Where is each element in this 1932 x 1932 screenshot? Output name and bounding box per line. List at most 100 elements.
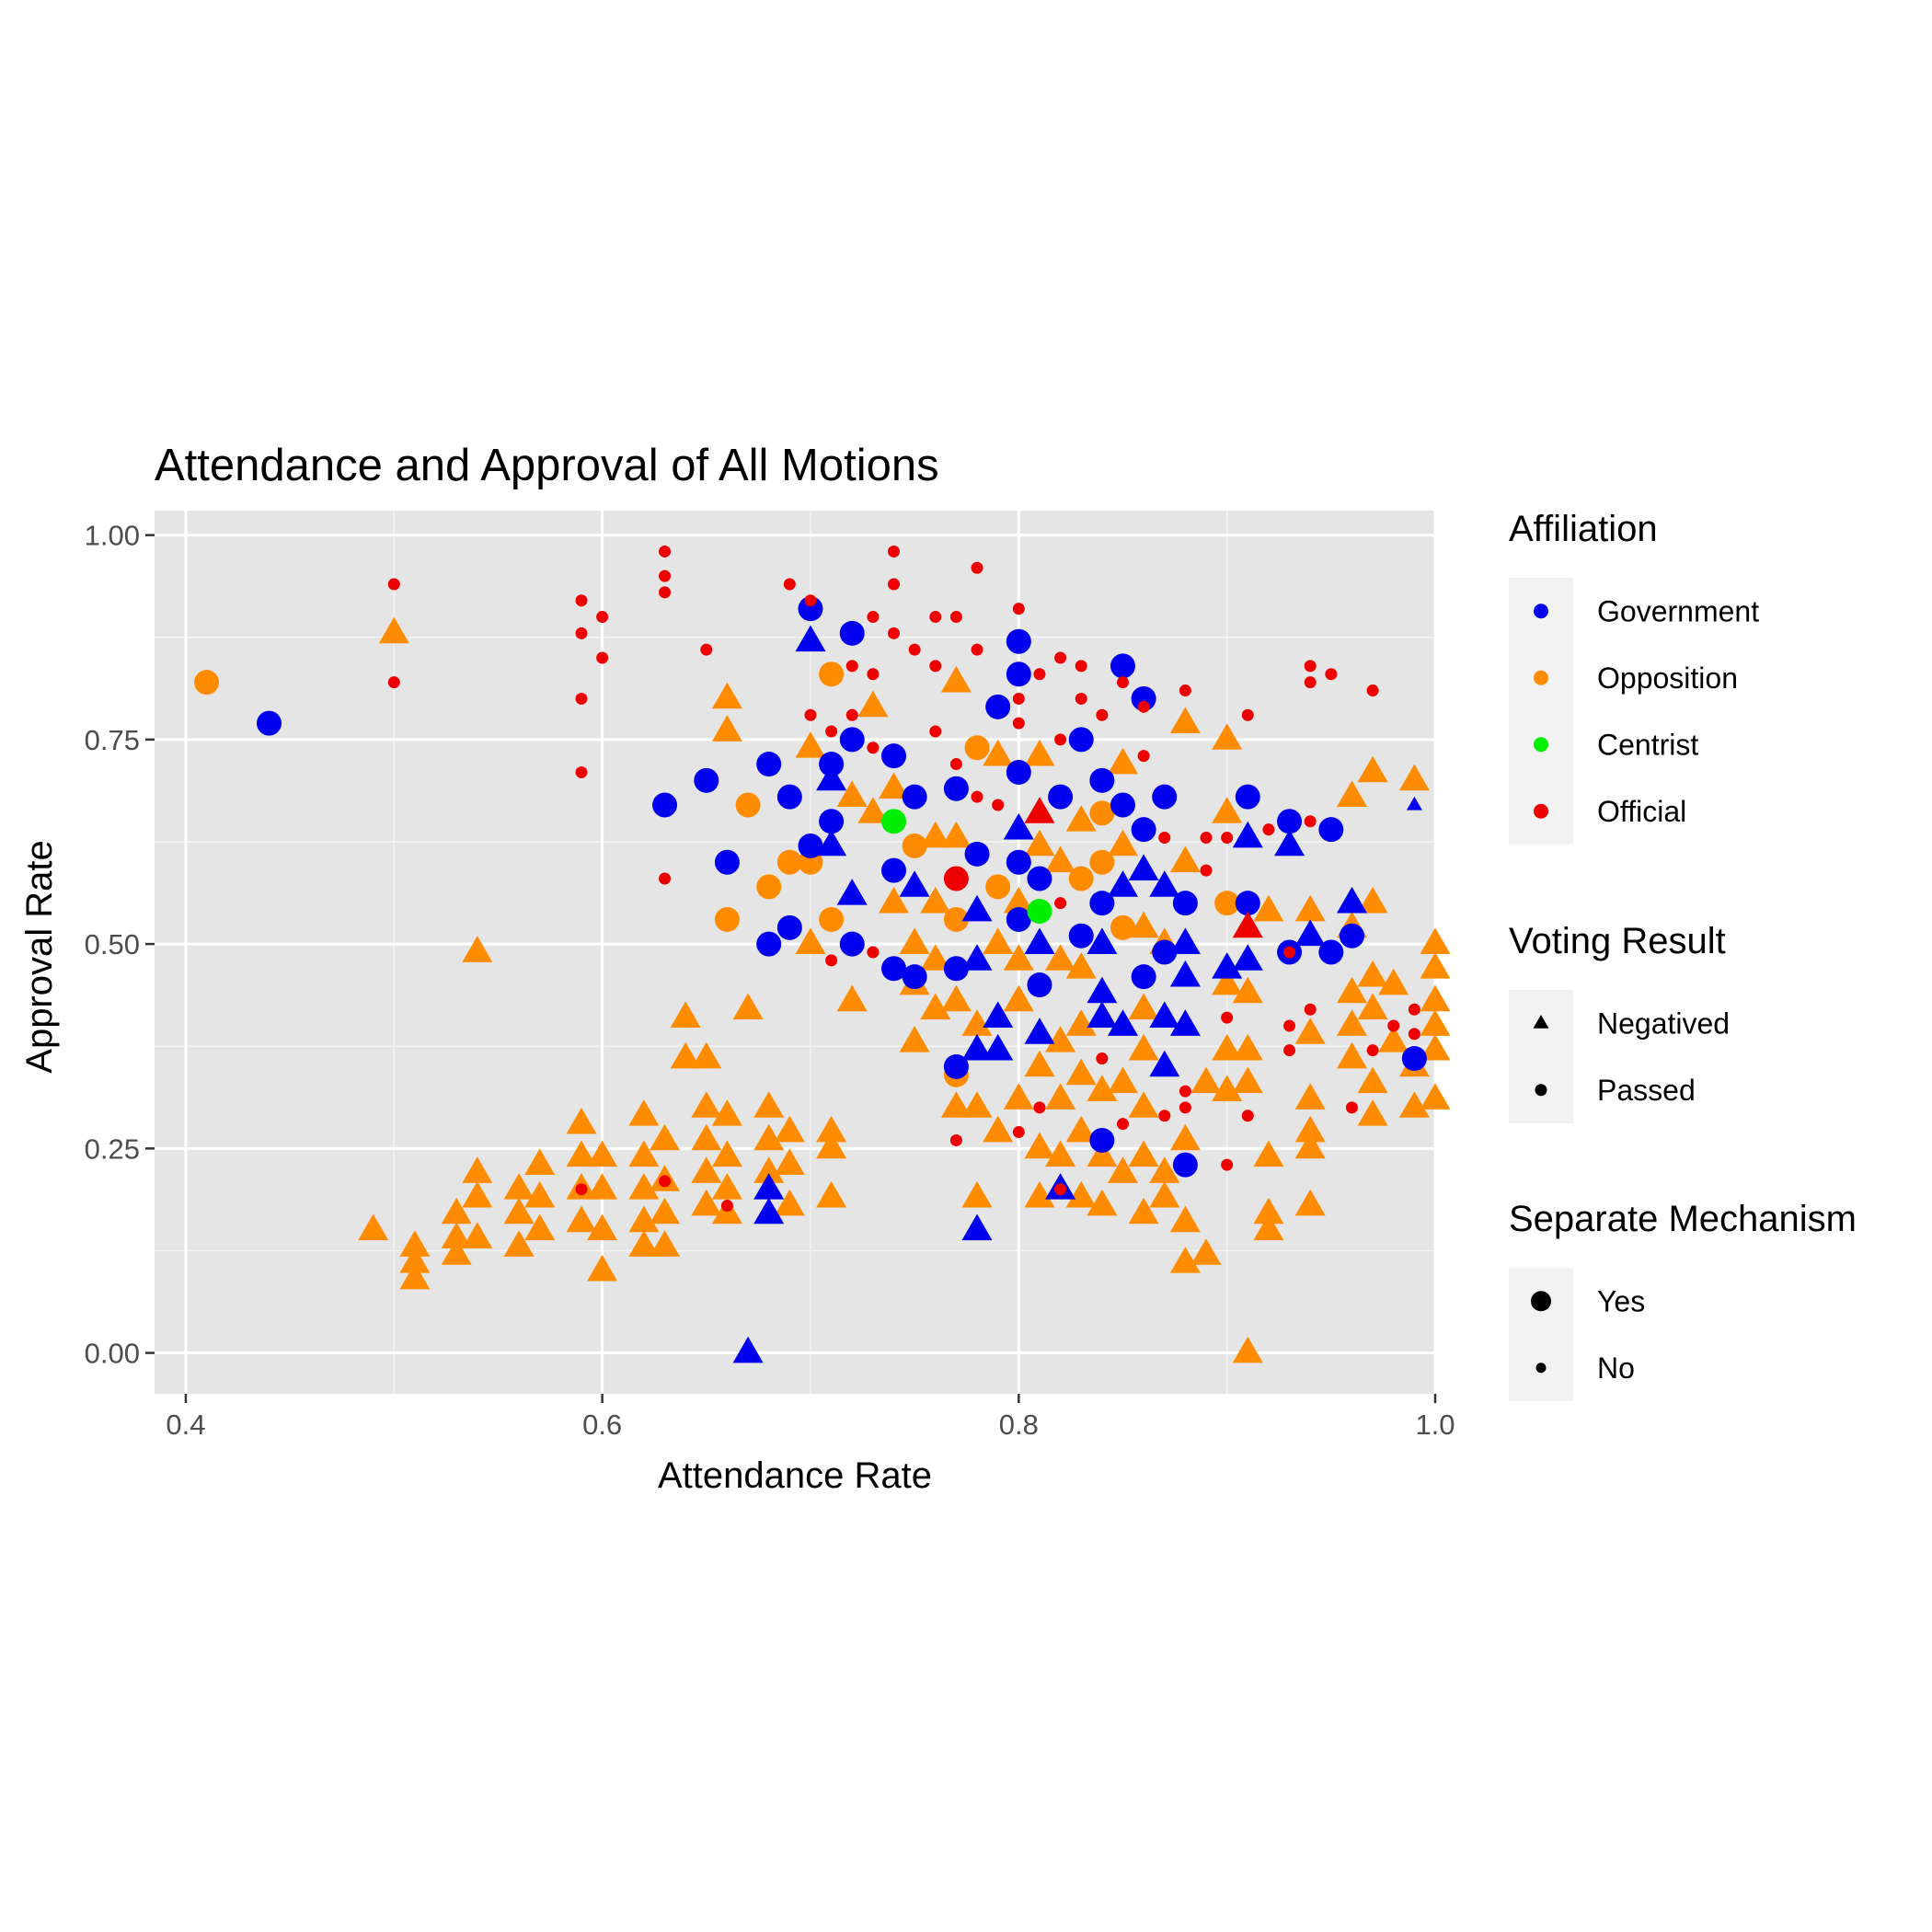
data-point <box>943 956 969 982</box>
data-point <box>1087 1001 1118 1028</box>
data-point <box>711 715 742 742</box>
data-point <box>441 1197 472 1225</box>
data-point <box>1214 891 1240 916</box>
data-point <box>1131 685 1156 711</box>
data-point <box>659 586 672 599</box>
data-point <box>1012 692 1025 705</box>
data-point <box>920 993 951 1020</box>
data-point <box>867 946 880 959</box>
data-point <box>961 1033 993 1061</box>
data-point <box>1024 829 1055 857</box>
chart-title: Attendance and Approval of All Motions <box>155 441 939 490</box>
data-point <box>756 874 782 900</box>
data-point <box>1212 1033 1243 1061</box>
data-point <box>652 792 678 818</box>
data-point <box>1003 1083 1034 1110</box>
data-point <box>1169 1205 1201 1233</box>
data-point <box>1274 829 1305 857</box>
data-point <box>1128 854 1159 880</box>
data-point <box>1337 780 1367 807</box>
data-point <box>1304 815 1317 828</box>
data-point <box>867 611 880 624</box>
data-point <box>1024 1018 1055 1044</box>
legend-label: Passed <box>1597 1074 1696 1107</box>
data-point <box>1075 692 1087 705</box>
data-point <box>961 1009 993 1036</box>
data-point <box>1108 1156 1138 1183</box>
data-point <box>358 1213 389 1241</box>
data-point <box>1137 700 1150 713</box>
y-tick-label: 0.75 <box>85 724 140 756</box>
data-point <box>1128 1140 1159 1167</box>
data-point <box>1003 984 1034 1012</box>
data-point <box>1420 1009 1451 1036</box>
data-point <box>596 651 609 664</box>
data-point <box>839 620 865 646</box>
data-point <box>1131 817 1156 843</box>
data-point <box>1096 708 1109 721</box>
data-point <box>1318 817 1344 843</box>
data-point <box>1048 784 1074 810</box>
legend-separate-mechanism: Separate Mechanism Yes No <box>1509 1199 1857 1401</box>
data-point <box>1089 849 1115 875</box>
data-point <box>1045 1083 1076 1110</box>
data-point <box>983 1033 1014 1061</box>
data-point <box>1337 976 1367 1004</box>
data-point <box>1420 1083 1451 1110</box>
data-point <box>857 690 889 718</box>
legend-label: Government <box>1597 594 1759 627</box>
data-point <box>1027 899 1052 925</box>
data-point <box>503 1197 535 1225</box>
data-point <box>1087 1189 1118 1216</box>
data-point <box>194 670 220 696</box>
data-point <box>753 1197 785 1225</box>
data-point <box>753 1123 785 1151</box>
x-tick-label: 0.6 <box>582 1409 622 1441</box>
data-point <box>1357 1099 1388 1126</box>
data-point <box>575 692 588 705</box>
data-point <box>774 1115 805 1143</box>
data-point <box>587 1254 618 1282</box>
data-point <box>1408 1003 1420 1016</box>
data-point <box>1420 927 1451 954</box>
data-point <box>1283 946 1296 959</box>
data-point <box>1169 1123 1201 1151</box>
data-point <box>920 886 951 914</box>
data-point <box>867 668 880 681</box>
data-point <box>659 872 672 885</box>
data-point <box>776 914 802 940</box>
data-point <box>774 1148 805 1175</box>
data-point <box>1149 1001 1180 1028</box>
data-point <box>1149 870 1180 897</box>
data-point <box>819 661 845 687</box>
legend-key <box>1534 803 1548 819</box>
data-point <box>1325 668 1338 681</box>
data-point <box>971 790 983 803</box>
y-axis: 0.00 0.25 0.50 0.75 1.00 <box>85 520 155 1370</box>
data-point <box>732 1336 764 1363</box>
data-point <box>1408 1028 1420 1041</box>
data-point <box>1110 914 1135 940</box>
data-point <box>1179 1085 1191 1098</box>
data-point <box>819 809 845 834</box>
data-point <box>735 792 761 818</box>
data-point <box>1318 939 1344 965</box>
data-point <box>888 578 901 591</box>
data-point <box>714 849 740 875</box>
data-point <box>888 545 901 558</box>
data-point <box>1169 927 1201 954</box>
data-point <box>1045 944 1076 971</box>
data-point <box>399 1230 431 1257</box>
legend-key <box>1534 670 1548 685</box>
data-point <box>1006 628 1031 654</box>
data-point <box>1253 894 1284 922</box>
data-point <box>949 1133 962 1146</box>
data-point <box>1378 1026 1409 1052</box>
data-point <box>659 545 672 558</box>
legend-key <box>1534 737 1548 753</box>
data-point <box>1128 1197 1159 1225</box>
data-point <box>1158 1110 1171 1122</box>
data-point <box>1054 897 1067 910</box>
data-point <box>1294 1115 1326 1143</box>
data-point <box>1357 886 1388 914</box>
